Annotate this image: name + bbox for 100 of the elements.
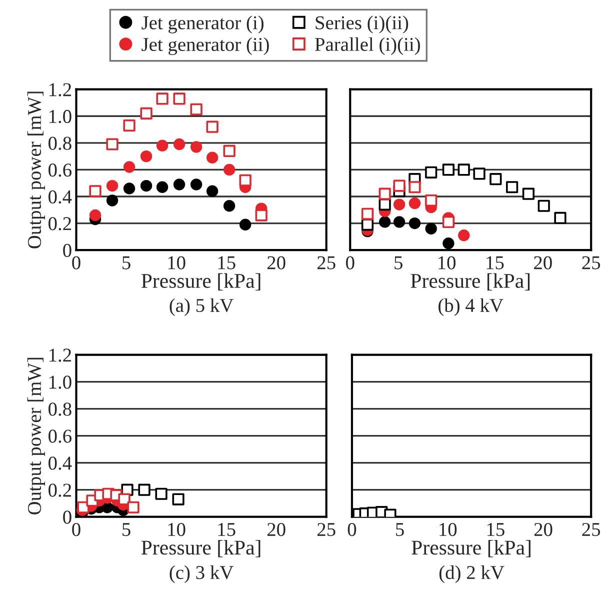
text: (d) 2 kV — [439, 565, 504, 584]
point — [361, 208, 374, 220]
point — [89, 185, 102, 198]
point — [554, 212, 566, 224]
point — [223, 200, 236, 212]
x-tick-label: 10 — [438, 256, 456, 270]
point — [156, 140, 168, 152]
x-tick-label: 15 — [218, 256, 236, 270]
point — [538, 200, 550, 212]
x-axis-title: Pressure [kPa] — [141, 273, 260, 291]
point — [206, 152, 218, 164]
y-tick-label: 1.0 — [49, 110, 72, 124]
point — [442, 238, 454, 250]
x-tick-label: 10 — [168, 522, 186, 536]
point — [506, 181, 518, 194]
point — [172, 493, 184, 506]
point — [239, 174, 252, 186]
point — [408, 217, 421, 230]
point — [378, 188, 391, 200]
legend-label: Jet generator (ii) — [142, 37, 269, 56]
point — [442, 164, 454, 176]
point — [393, 216, 406, 228]
y-tick-label: 0.2 — [48, 217, 72, 230]
point — [173, 138, 186, 150]
point — [106, 194, 118, 206]
point — [206, 120, 218, 133]
point — [425, 166, 438, 178]
x-tick-label: 20 — [267, 522, 286, 536]
point — [106, 180, 118, 192]
point — [190, 141, 202, 153]
x-tick-label: 25 — [582, 256, 600, 270]
point — [156, 92, 168, 105]
point — [206, 185, 218, 197]
x-tick-label: 20 — [267, 256, 286, 270]
x-tick-label: 0 — [72, 256, 80, 270]
point — [223, 164, 236, 176]
point — [490, 173, 502, 186]
y-tick-label: 0.6 — [48, 164, 72, 177]
point — [106, 138, 118, 150]
point — [123, 119, 136, 132]
point — [458, 230, 470, 242]
point — [425, 222, 437, 235]
x-tick-label: 20 — [534, 256, 552, 270]
x-tick-label: 25 — [317, 522, 336, 536]
y-tick-label: 0 — [63, 244, 72, 258]
x-tick-label: 15 — [487, 523, 504, 536]
point — [408, 181, 421, 194]
y-axis-title: Output power [mW] — [27, 358, 45, 514]
point — [127, 501, 140, 514]
y-tick-label: 0.4 — [48, 456, 72, 470]
y-tick-label: 0.8 — [48, 402, 72, 416]
y-tick-label: 1.2 — [49, 348, 72, 362]
y-tick-label: 1.0 — [49, 376, 72, 389]
point — [223, 144, 236, 158]
y-tick-label: 0.6 — [48, 430, 72, 443]
x-tick-label: 10 — [168, 256, 186, 270]
x-tick-label: 0 — [346, 256, 354, 270]
x-tick-label: 5 — [396, 523, 404, 536]
x-tick-label: 0 — [72, 522, 80, 536]
x-tick-label: 10 — [440, 522, 457, 536]
point — [123, 182, 136, 194]
y-tick-label: 0 — [63, 510, 72, 524]
x-axis-title: Pressure [kPa] — [141, 540, 260, 558]
point — [140, 107, 152, 120]
point — [408, 197, 421, 210]
point — [156, 181, 168, 193]
x-tick-label: 5 — [394, 256, 402, 270]
point — [393, 180, 406, 192]
x-tick-label: 15 — [218, 523, 236, 536]
point — [425, 194, 438, 207]
point — [378, 216, 391, 228]
point — [173, 92, 186, 105]
point — [393, 198, 406, 210]
legend-label: Parallel (i)(ii) — [315, 37, 420, 55]
x-tick-label: 15 — [486, 256, 504, 270]
y-tick-label: 0.4 — [48, 190, 72, 204]
point — [255, 209, 268, 222]
y-tick-label: 0.8 — [48, 136, 72, 150]
y-tick-label: 1.2 — [49, 83, 72, 96]
text: (b) 4 kV — [438, 298, 504, 316]
point — [239, 218, 252, 230]
point — [458, 164, 470, 176]
point — [138, 484, 150, 496]
point — [473, 168, 486, 180]
x-tick-label: 5 — [122, 523, 130, 536]
x-tick-label: 25 — [317, 256, 336, 270]
point — [522, 188, 534, 200]
x-tick-label: 20 — [534, 522, 552, 536]
point — [155, 488, 168, 500]
x-tick-label: 5 — [122, 256, 130, 270]
point — [140, 180, 152, 192]
y-tick-label: 0.2 — [48, 484, 72, 497]
point — [173, 178, 186, 190]
point — [123, 161, 136, 173]
y-axis-title: Output power [mW] — [27, 92, 45, 248]
point — [140, 150, 152, 162]
legend-label: Series (i)(ii) — [316, 16, 408, 34]
x-tick-label: 25 — [582, 522, 600, 536]
x-axis-title: Pressure [kPa] — [412, 540, 530, 558]
point — [442, 216, 454, 228]
